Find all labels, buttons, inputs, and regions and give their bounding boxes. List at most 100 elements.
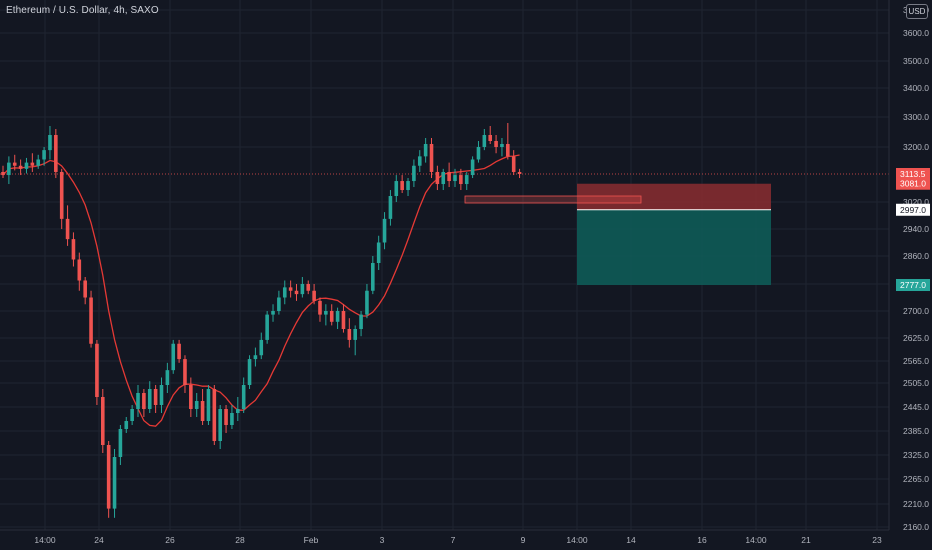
candle-body	[206, 389, 211, 421]
candle-body	[347, 329, 352, 340]
time-axis	[0, 530, 889, 550]
candle-body	[71, 239, 76, 260]
y-tick-label: 3600.0	[903, 28, 929, 38]
x-tick-label: 14:00	[566, 535, 588, 545]
candle-body	[306, 284, 311, 291]
price-tag-label: 2997.0	[900, 205, 926, 215]
candle-body	[247, 359, 252, 385]
candle-body	[453, 175, 457, 182]
y-tick-label: 3400.0	[903, 83, 929, 93]
candle-body	[153, 389, 158, 405]
resistance-box	[464, 195, 642, 204]
candle-body	[183, 359, 187, 385]
candle-body	[429, 144, 434, 172]
candle-body	[241, 385, 246, 409]
y-tick-label: 3020.0	[903, 197, 929, 207]
candle-body	[441, 171, 446, 185]
candle-body	[42, 150, 46, 160]
x-tick-label: 14:00	[745, 535, 767, 545]
candle-body	[12, 162, 17, 166]
y-tick-label: 2445.0	[903, 402, 929, 412]
x-tick-label: 23	[872, 535, 882, 545]
candle-body	[24, 162, 29, 169]
candle-body	[335, 311, 340, 322]
candle-body	[77, 259, 82, 281]
candle-body	[142, 393, 146, 409]
candle-body	[230, 413, 234, 425]
candle-body	[406, 181, 410, 191]
y-tick-label: 2565.0	[903, 356, 929, 366]
y-tick-label: 2625.0	[903, 333, 929, 343]
candle-body	[412, 165, 416, 182]
candle-body	[59, 171, 64, 219]
candle-body	[447, 171, 451, 182]
candle-body	[382, 218, 387, 243]
x-tick-label: 3	[380, 535, 385, 545]
candle-body	[365, 290, 369, 315]
candle-body	[324, 311, 328, 315]
candle-body	[423, 144, 428, 157]
candle-body	[318, 300, 322, 315]
candle-body	[95, 343, 99, 397]
candle-body	[212, 389, 217, 441]
candle-body	[459, 175, 463, 185]
candle-body	[100, 397, 105, 445]
candle-body	[171, 343, 176, 371]
x-tick-label: 9	[521, 535, 526, 545]
moving-average-line	[2, 154, 520, 427]
candle-body	[506, 144, 510, 157]
x-tick-label: Feb	[304, 535, 319, 545]
y-tick-label: 2160.0	[903, 522, 929, 532]
candle-body	[189, 385, 193, 409]
candle-body	[394, 181, 399, 197]
candle-body	[147, 389, 152, 409]
candle-body	[259, 339, 264, 356]
candle-body	[376, 242, 381, 263]
currency-button[interactable]: USD	[906, 4, 928, 19]
candle-body	[30, 162, 35, 166]
candle-body	[83, 280, 87, 298]
candle-body	[112, 457, 117, 509]
candle-body	[48, 135, 52, 151]
candle-body	[482, 135, 487, 147]
candle-body	[118, 429, 123, 457]
candle-body	[54, 135, 58, 172]
y-tick-label: 2505.0	[903, 378, 929, 388]
candle-body	[488, 135, 493, 141]
candle-body	[218, 409, 222, 441]
candle-body	[500, 144, 504, 147]
x-tick-label: 26	[165, 535, 175, 545]
candle-body	[294, 290, 299, 295]
candle-body	[300, 284, 305, 295]
candle-body	[329, 311, 334, 322]
y-tick-label: 2265.0	[903, 474, 929, 484]
candle-body	[130, 409, 134, 421]
x-tick-label: 16	[697, 535, 707, 545]
y-tick-label: 3500.0	[903, 56, 929, 66]
candle-body	[18, 165, 23, 169]
candle-body	[271, 311, 275, 315]
candle-body	[36, 159, 41, 166]
candle-body	[359, 314, 363, 329]
candle-body	[1, 171, 5, 176]
price-tag-label: 2777.0	[900, 280, 926, 290]
candle-body	[224, 409, 228, 425]
candle-body	[288, 287, 293, 291]
candle-body	[371, 263, 375, 291]
x-tick-label: 24	[94, 535, 104, 545]
price-tag-label: 3113.5	[900, 169, 926, 179]
candle-body	[400, 181, 404, 191]
candle-body	[517, 171, 522, 174]
symbol-title: Ethereum / U.S. Dollar, 4h, SAXO	[6, 5, 159, 16]
y-tick-label: 2940.0	[903, 224, 929, 234]
y-tick-label: 2860.0	[903, 251, 929, 261]
candle-body	[341, 311, 346, 329]
candle-body	[464, 175, 469, 185]
candle-body	[476, 147, 481, 160]
y-tick-label: 3300.0	[903, 112, 929, 122]
candle-body	[511, 156, 516, 172]
x-tick-label: 28	[235, 535, 245, 545]
